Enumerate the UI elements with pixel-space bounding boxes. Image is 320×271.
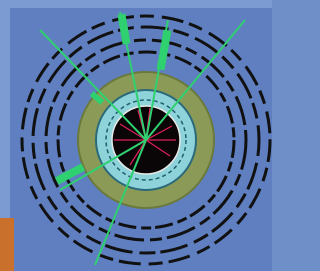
event-display	[0, 0, 272, 271]
page	[0, 0, 272, 271]
corner-block	[0, 218, 14, 271]
